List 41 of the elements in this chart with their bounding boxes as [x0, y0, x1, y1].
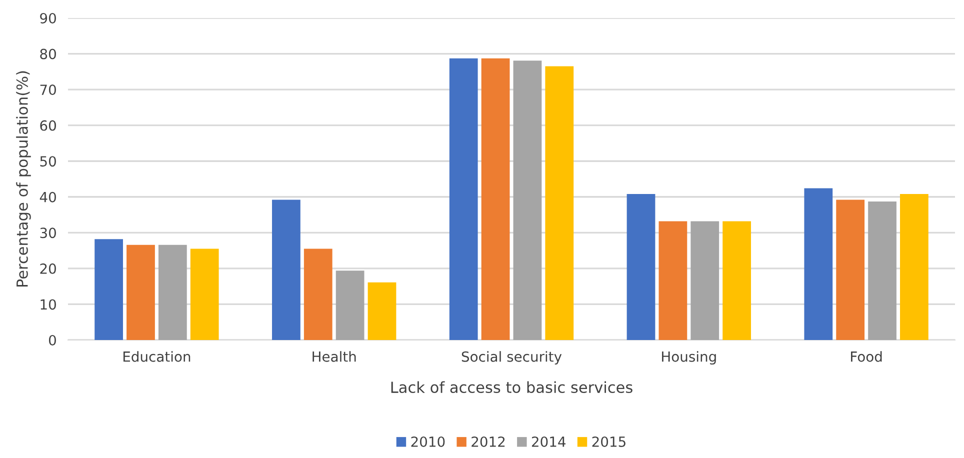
bar	[658, 221, 688, 340]
y-tick-label: 80	[40, 48, 56, 60]
bar	[722, 221, 751, 340]
bar	[481, 58, 510, 340]
bar	[94, 239, 123, 340]
bar	[158, 244, 187, 340]
x-axis-title: Lack of access to basic services	[391, 381, 632, 394]
x-tick-label: Education	[123, 351, 190, 362]
bar	[690, 221, 720, 340]
bar	[545, 66, 574, 340]
legend-label: 2012	[472, 436, 505, 447]
bar	[900, 194, 928, 340]
bar	[449, 58, 478, 340]
bar	[126, 244, 155, 340]
bar	[868, 202, 896, 340]
bar	[804, 188, 833, 340]
bar	[190, 248, 219, 340]
y-tick-label: 40	[40, 192, 56, 202]
y-tick-label: 60	[40, 120, 56, 131]
bar	[368, 282, 396, 340]
legend-label: 2014	[532, 436, 566, 447]
x-tick-label: Social security	[462, 351, 562, 365]
y-axis-title: Percentage of population(%)	[16, 71, 31, 287]
x-tick-label: Housing	[662, 351, 716, 365]
y-tick-label: 0	[48, 334, 56, 346]
bar	[304, 248, 332, 340]
y-tick-label: 30	[40, 228, 56, 238]
y-tick-label: 10	[40, 299, 56, 310]
x-tick-label: Food	[851, 351, 882, 362]
bar	[336, 270, 364, 340]
y-tick-label: 90	[40, 12, 56, 24]
bar	[272, 200, 300, 340]
legend-label: 2010	[411, 436, 445, 447]
bar	[626, 194, 656, 340]
x-tick-label: Health	[312, 351, 356, 362]
bar	[513, 60, 542, 340]
y-tick-label: 50	[40, 156, 56, 167]
y-tick-label: 20	[40, 263, 56, 274]
legend-label: 2015	[592, 436, 626, 447]
y-tick-label: 70	[40, 84, 56, 96]
bar	[836, 200, 865, 340]
